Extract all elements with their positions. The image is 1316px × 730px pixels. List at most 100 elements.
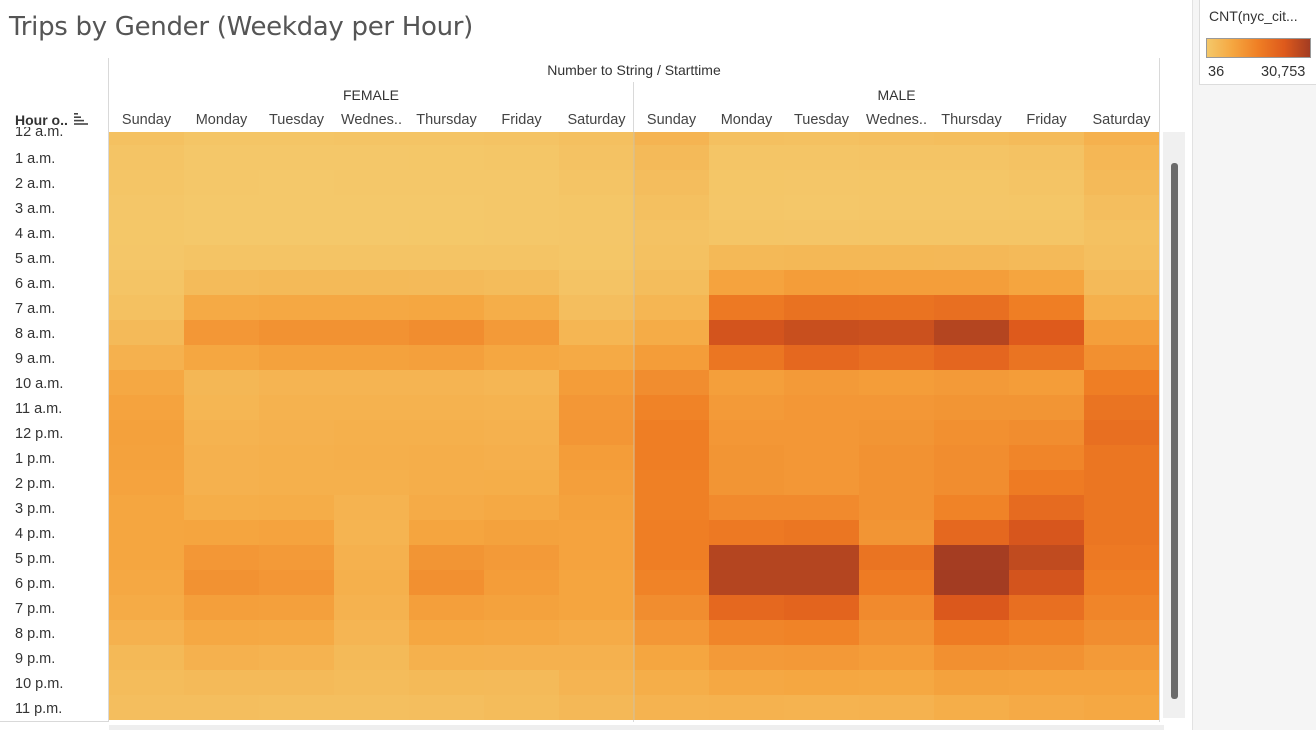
heatmap-cell[interactable]	[934, 220, 1009, 245]
heatmap-cell[interactable]	[934, 320, 1009, 345]
heatmap-cell[interactable]	[634, 170, 709, 195]
heatmap-cell[interactable]	[934, 545, 1009, 570]
heatmap-cell[interactable]	[109, 220, 184, 245]
heatmap-cell[interactable]	[1009, 420, 1084, 445]
heatmap-cell[interactable]	[184, 270, 259, 295]
heatmap-cell[interactable]	[784, 132, 859, 145]
heatmap-cell[interactable]	[484, 520, 559, 545]
heatmap-cell[interactable]	[934, 620, 1009, 645]
heatmap-cell[interactable]	[109, 295, 184, 320]
heatmap-cell[interactable]	[559, 445, 634, 470]
heatmap-cell[interactable]	[634, 520, 709, 545]
heatmap-cell[interactable]	[859, 132, 934, 145]
heatmap-cell[interactable]	[1084, 520, 1159, 545]
heatmap-cell[interactable]	[334, 445, 409, 470]
heatmap-cell[interactable]	[784, 645, 859, 670]
heatmap-cell[interactable]	[109, 570, 184, 595]
heatmap-cell[interactable]	[259, 170, 334, 195]
heatmap-cell[interactable]	[1009, 345, 1084, 370]
row-header-title[interactable]: Hour o..	[15, 112, 68, 128]
heatmap-cell[interactable]	[184, 495, 259, 520]
heatmap-cell[interactable]	[784, 145, 859, 170]
heatmap-cell[interactable]	[1009, 570, 1084, 595]
heatmap-cell[interactable]	[184, 395, 259, 420]
heatmap-cell[interactable]	[709, 395, 784, 420]
sort-descending-icon[interactable]	[74, 113, 88, 125]
heatmap-cell[interactable]	[784, 670, 859, 695]
heatmap-cell[interactable]	[859, 170, 934, 195]
heatmap-cell[interactable]	[484, 695, 559, 720]
heatmap-cell[interactable]	[1009, 132, 1084, 145]
heatmap-cell[interactable]	[184, 132, 259, 145]
heatmap-cell[interactable]	[559, 620, 634, 645]
heatmap-cell[interactable]	[559, 145, 634, 170]
heatmap-cell[interactable]	[934, 645, 1009, 670]
heatmap-cell[interactable]	[184, 245, 259, 270]
heatmap-cell[interactable]	[784, 570, 859, 595]
heatmap-cell[interactable]	[1009, 270, 1084, 295]
heatmap-cell[interactable]	[634, 645, 709, 670]
heatmap-cell[interactable]	[784, 320, 859, 345]
heatmap-cell[interactable]	[859, 270, 934, 295]
heatmap-cell[interactable]	[259, 270, 334, 295]
heatmap-cell[interactable]	[334, 495, 409, 520]
heatmap-cell[interactable]	[1009, 195, 1084, 220]
heatmap-cell[interactable]	[784, 545, 859, 570]
heatmap-cell[interactable]	[1084, 345, 1159, 370]
heatmap-cell[interactable]	[334, 520, 409, 545]
heatmap-cell[interactable]	[559, 245, 634, 270]
heatmap-cell[interactable]	[409, 220, 484, 245]
heatmap-cell[interactable]	[184, 445, 259, 470]
heatmap-cell[interactable]	[184, 695, 259, 720]
heatmap-cell[interactable]	[559, 132, 634, 145]
heatmap-cell[interactable]	[184, 320, 259, 345]
heatmap-cell[interactable]	[259, 620, 334, 645]
heatmap-cell[interactable]	[559, 595, 634, 620]
heatmap-cell[interactable]	[934, 195, 1009, 220]
heatmap-cell[interactable]	[784, 245, 859, 270]
heatmap-cell[interactable]	[559, 545, 634, 570]
heatmap-cell[interactable]	[484, 170, 559, 195]
heatmap-cell[interactable]	[334, 395, 409, 420]
heatmap-cell[interactable]	[184, 370, 259, 395]
heatmap-cell[interactable]	[709, 145, 784, 170]
heatmap-cell[interactable]	[934, 595, 1009, 620]
heatmap-cell[interactable]	[709, 420, 784, 445]
heatmap-cell[interactable]	[109, 132, 184, 145]
heatmap-cell[interactable]	[934, 495, 1009, 520]
heatmap-cell[interactable]	[634, 370, 709, 395]
heatmap-cell[interactable]	[859, 220, 934, 245]
heatmap-cell[interactable]	[1084, 645, 1159, 670]
heatmap-cell[interactable]	[259, 595, 334, 620]
heatmap-cell[interactable]	[484, 495, 559, 520]
vertical-scrollbar-thumb[interactable]	[1171, 163, 1178, 699]
heatmap-cell[interactable]	[259, 220, 334, 245]
heatmap-cell[interactable]	[559, 170, 634, 195]
heatmap-cell[interactable]	[334, 620, 409, 645]
heatmap-cell[interactable]	[934, 132, 1009, 145]
heatmap-cell[interactable]	[259, 345, 334, 370]
heatmap-cell[interactable]	[634, 495, 709, 520]
heatmap-cell[interactable]	[784, 220, 859, 245]
heatmap-cell[interactable]	[259, 245, 334, 270]
heatmap-cell[interactable]	[859, 370, 934, 395]
heatmap-cell[interactable]	[1084, 295, 1159, 320]
heatmap-cell[interactable]	[484, 320, 559, 345]
heatmap-cell[interactable]	[634, 345, 709, 370]
heatmap-cell[interactable]	[559, 395, 634, 420]
heatmap-cell[interactable]	[259, 570, 334, 595]
heatmap-cell[interactable]	[784, 295, 859, 320]
heatmap-cell[interactable]	[634, 470, 709, 495]
heatmap-cell[interactable]	[184, 670, 259, 695]
heatmap-cell[interactable]	[1009, 320, 1084, 345]
heatmap-cell[interactable]	[259, 520, 334, 545]
heatmap-cell[interactable]	[1009, 395, 1084, 420]
heatmap-cell[interactable]	[109, 370, 184, 395]
heatmap-cell[interactable]	[409, 245, 484, 270]
heatmap-cell[interactable]	[709, 370, 784, 395]
heatmap-cell[interactable]	[109, 520, 184, 545]
heatmap-cell[interactable]	[1009, 495, 1084, 520]
heatmap-cell[interactable]	[184, 545, 259, 570]
heatmap-cell[interactable]	[934, 270, 1009, 295]
heatmap-cell[interactable]	[859, 395, 934, 420]
